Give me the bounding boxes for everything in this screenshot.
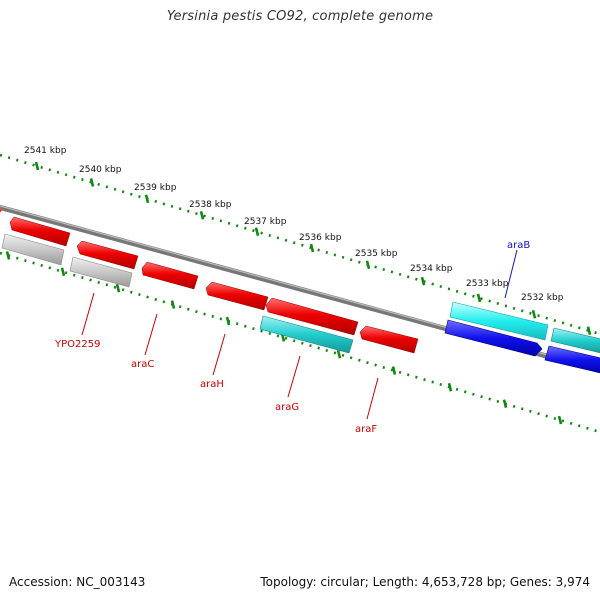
gene-red[interactable] <box>265 297 359 336</box>
gene-cyan[interactable] <box>550 327 600 354</box>
tick-mark <box>89 178 95 187</box>
gene-label-araf: araF <box>355 424 377 435</box>
tick-mark <box>502 399 508 408</box>
gene-label-ypo2259: YPO2259 <box>54 339 100 350</box>
tick-mark <box>170 300 176 309</box>
gene-grey[interactable] <box>69 256 133 288</box>
gene-red[interactable] <box>0 208 3 216</box>
kbp-label: 2538 kbp <box>189 200 232 210</box>
tick-mark <box>420 276 426 286</box>
kbp-label: 2537 kbp <box>244 217 287 227</box>
gene-cyan[interactable] <box>449 301 549 341</box>
tick-mark <box>199 210 205 220</box>
gene-red[interactable] <box>205 281 269 311</box>
tick-mark <box>115 283 121 293</box>
gene-leader-line <box>366 377 379 420</box>
tick-mark <box>225 316 231 326</box>
kbp-label: 2534 kbp <box>410 264 453 274</box>
gene-leader-line <box>212 333 226 376</box>
kbp-label: 2540 kbp <box>79 165 122 175</box>
gene-leader-line <box>287 355 301 398</box>
gene-red[interactable] <box>76 240 139 270</box>
gene-red[interactable] <box>141 261 199 290</box>
tick-mark <box>531 309 537 319</box>
gene-label-arah: araH <box>200 379 224 390</box>
tick-mark <box>365 260 371 270</box>
tick-mark <box>586 326 592 336</box>
gene-leader-line <box>144 313 158 356</box>
tick-mark <box>447 382 453 392</box>
tick-mark <box>34 161 40 171</box>
kbp-label: 2532 kbp <box>521 293 564 303</box>
tick-mark <box>60 267 66 277</box>
kbp-label: 2536 kbp <box>299 233 342 243</box>
gene-blue[interactable] <box>544 345 600 374</box>
gene-label-arag: araG <box>275 402 299 413</box>
gene-label-arab: araB <box>507 240 530 251</box>
gene-red[interactable] <box>359 325 419 354</box>
gene-grey[interactable] <box>1 233 65 266</box>
gene-leader-line <box>81 292 95 336</box>
kbp-label: 2535 kbp <box>355 249 398 259</box>
tick-mark <box>144 194 150 204</box>
gene-blue[interactable] <box>444 319 543 357</box>
inner-tick-marks <box>5 251 563 425</box>
tick-mark <box>254 227 260 236</box>
outer-tick-marks <box>34 161 592 336</box>
tick-mark <box>476 293 482 303</box>
topology-text: Topology: circular; Length: 4,653,728 bp… <box>260 575 590 589</box>
tick-mark <box>309 243 315 253</box>
tick-mark <box>391 366 397 375</box>
kbp-label: 2539 kbp <box>134 183 177 193</box>
tick-mark <box>336 349 342 359</box>
gene-label-arac: araC <box>131 359 154 370</box>
kbp-label: 2533 kbp <box>466 279 509 289</box>
tick-mark <box>557 415 563 425</box>
kbp-label: 2541 kbp <box>24 146 67 156</box>
gene-cyan[interactable] <box>259 315 354 354</box>
genome-title: Yersinia pestis CO92, complete genome <box>166 9 434 24</box>
tick-mark <box>5 251 11 260</box>
accession-text: Accession: NC_003143 <box>9 575 146 589</box>
gene-red[interactable] <box>9 216 71 247</box>
gene-leader-line <box>504 249 518 299</box>
